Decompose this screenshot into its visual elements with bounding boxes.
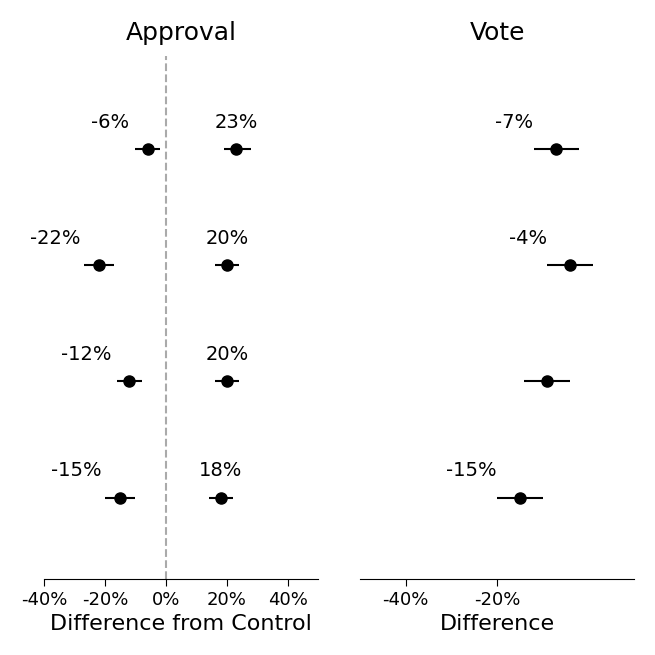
Title: Vote: Vote bbox=[469, 21, 525, 45]
Title: Approval: Approval bbox=[126, 21, 236, 45]
Text: 23%: 23% bbox=[214, 113, 257, 132]
Text: -15%: -15% bbox=[51, 461, 102, 480]
Text: -7%: -7% bbox=[495, 113, 534, 132]
X-axis label: Difference from Control: Difference from Control bbox=[50, 614, 312, 634]
Text: -12%: -12% bbox=[60, 345, 111, 364]
Text: -15%: -15% bbox=[447, 461, 497, 480]
Text: -22%: -22% bbox=[30, 229, 81, 248]
Text: 18%: 18% bbox=[199, 461, 242, 480]
Text: -4%: -4% bbox=[509, 229, 548, 248]
Text: -6%: -6% bbox=[91, 113, 129, 132]
X-axis label: Difference: Difference bbox=[440, 614, 555, 634]
Text: 20%: 20% bbox=[205, 229, 248, 248]
Text: 20%: 20% bbox=[205, 345, 248, 364]
